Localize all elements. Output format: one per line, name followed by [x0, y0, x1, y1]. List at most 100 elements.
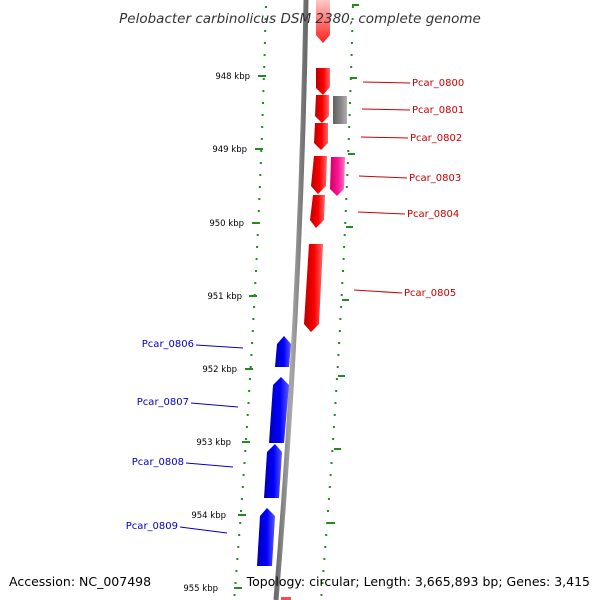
gene-pcar-0800[interactable] — [316, 68, 330, 95]
kbp-label: 948 kbp — [215, 72, 250, 82]
kbp-tick — [234, 587, 242, 589]
scale-dot — [332, 438, 335, 440]
scale-dot — [334, 402, 337, 404]
scale-dot — [263, 66, 266, 68]
leader-line-pcar-0801 — [361, 108, 411, 111]
scale-dot — [350, 54, 353, 56]
scale-dot — [259, 174, 262, 176]
gene-pcar-0803[interactable] — [311, 156, 327, 194]
scale-dot — [338, 342, 341, 344]
scale-dot — [335, 390, 338, 392]
map-title: Pelobacter carbinolicus DSM 2380, comple… — [119, 11, 481, 27]
scale-dot — [324, 546, 327, 548]
gene-label-pcar-0802[interactable]: Pcar_0802 — [410, 133, 462, 144]
scale-dot — [346, 174, 349, 176]
scale-dot — [244, 450, 247, 452]
gene-label-pcar-0803[interactable]: Pcar_0803 — [409, 173, 461, 184]
scale-dot — [262, 102, 264, 104]
pink-gene[interactable] — [330, 157, 345, 196]
label-leader-lines — [179, 81, 411, 534]
scale-dot — [342, 270, 344, 272]
scale-dot — [246, 414, 249, 416]
gene-pcar-0802[interactable] — [314, 123, 328, 150]
gene-pcar-0804[interactable] — [310, 195, 325, 228]
forward-strand-genes — [304, 0, 347, 332]
scale-dot — [348, 114, 351, 116]
gray-gene[interactable] — [333, 96, 347, 124]
gene-pcar-0809[interactable] — [257, 508, 275, 566]
scale-dot — [260, 138, 263, 140]
scale-dot — [345, 186, 348, 188]
kbp-label: 953 kbp — [196, 438, 231, 448]
scale-dot — [233, 594, 236, 596]
scale-dot — [338, 330, 341, 332]
minor-tick — [352, 4, 359, 6]
scale-dot — [262, 78, 265, 80]
reverse-strand-genes — [257, 336, 291, 566]
scale-dot — [243, 462, 246, 464]
scale-dot — [234, 582, 237, 584]
leader-line-pcar-0804 — [357, 211, 406, 215]
gene-label-pcar-0805[interactable]: Pcar_0805 — [404, 288, 456, 299]
scale-dot — [255, 258, 258, 260]
scale-dot — [237, 546, 240, 548]
scale-dot — [251, 342, 254, 344]
scale-dot — [340, 306, 343, 308]
gene-pcar-0801[interactable] — [315, 95, 329, 123]
kbp-label: 954 kbp — [191, 511, 226, 521]
scale-dot — [263, 42, 266, 44]
scale-dot — [350, 42, 353, 44]
kbp-tick — [258, 75, 266, 77]
gene-label-pcar-0801[interactable]: Pcar_0801 — [412, 105, 464, 116]
scale-dot — [255, 270, 257, 272]
kbp-label: 950 kbp — [209, 219, 244, 229]
leader-line-pcar-0800 — [362, 81, 411, 84]
gene-label-pcar-0804[interactable]: Pcar_0804 — [407, 209, 459, 220]
leader-line-pcar-0805 — [353, 289, 403, 294]
gene-pcar-0805[interactable] — [304, 244, 323, 332]
outer-scale-dots — [233, 6, 267, 596]
forward-gene-labels: Pcar_0800 Pcar_0801 Pcar_0802 Pcar_0803 … — [404, 78, 464, 299]
scale-dot — [351, 6, 354, 8]
minor-tick — [328, 522, 335, 524]
leader-line-pcar-0802 — [360, 136, 409, 139]
minor-tick — [348, 153, 355, 155]
kbp-label: 951 kbp — [207, 292, 242, 302]
scale-dot — [264, 18, 267, 20]
scale-dot — [320, 594, 323, 596]
scale-dot — [248, 390, 251, 392]
scale-dot — [347, 150, 350, 152]
leader-line-pcar-0803 — [358, 175, 408, 179]
scale-dot — [240, 498, 243, 500]
scale-dot — [351, 30, 354, 32]
reverse-gene-labels: Pcar_0806 Pcar_0807 Pcar_0808 Pcar_0809 — [126, 339, 194, 532]
gene-label-pcar-0808[interactable]: Pcar_0808 — [132, 457, 184, 468]
leader-line-pcar-0808 — [185, 462, 234, 468]
scale-dot — [259, 162, 262, 164]
scale-dot — [245, 426, 248, 428]
gene-pcar-0808[interactable] — [264, 444, 282, 498]
leader-line-pcar-0809 — [179, 526, 228, 534]
scale-dot — [346, 162, 349, 164]
scale-dot — [327, 510, 329, 512]
gene-label-pcar-0807[interactable]: Pcar_0807 — [137, 397, 189, 408]
scale-dot — [344, 210, 347, 212]
gene-label-pcar-0806[interactable]: Pcar_0806 — [142, 339, 194, 350]
kbp-tick — [242, 441, 250, 443]
kbp-ticks — [234, 75, 266, 589]
scale-dot — [343, 246, 346, 248]
gene-label-pcar-0809[interactable]: Pcar_0809 — [126, 521, 178, 532]
gene-pcar-0806[interactable] — [275, 336, 291, 367]
scale-dot — [250, 354, 253, 356]
scale-dot — [248, 378, 251, 380]
scale-dot — [260, 150, 263, 152]
scale-dot — [348, 126, 351, 128]
scale-dot — [339, 318, 342, 320]
scale-dot — [343, 234, 346, 236]
gene-label-pcar-0800[interactable]: Pcar_0800 — [412, 78, 464, 89]
scale-dot — [258, 198, 261, 200]
gene-pcar-0807[interactable] — [269, 377, 289, 443]
scale-dot — [332, 426, 335, 428]
forward-gene-top[interactable] — [316, 0, 330, 43]
